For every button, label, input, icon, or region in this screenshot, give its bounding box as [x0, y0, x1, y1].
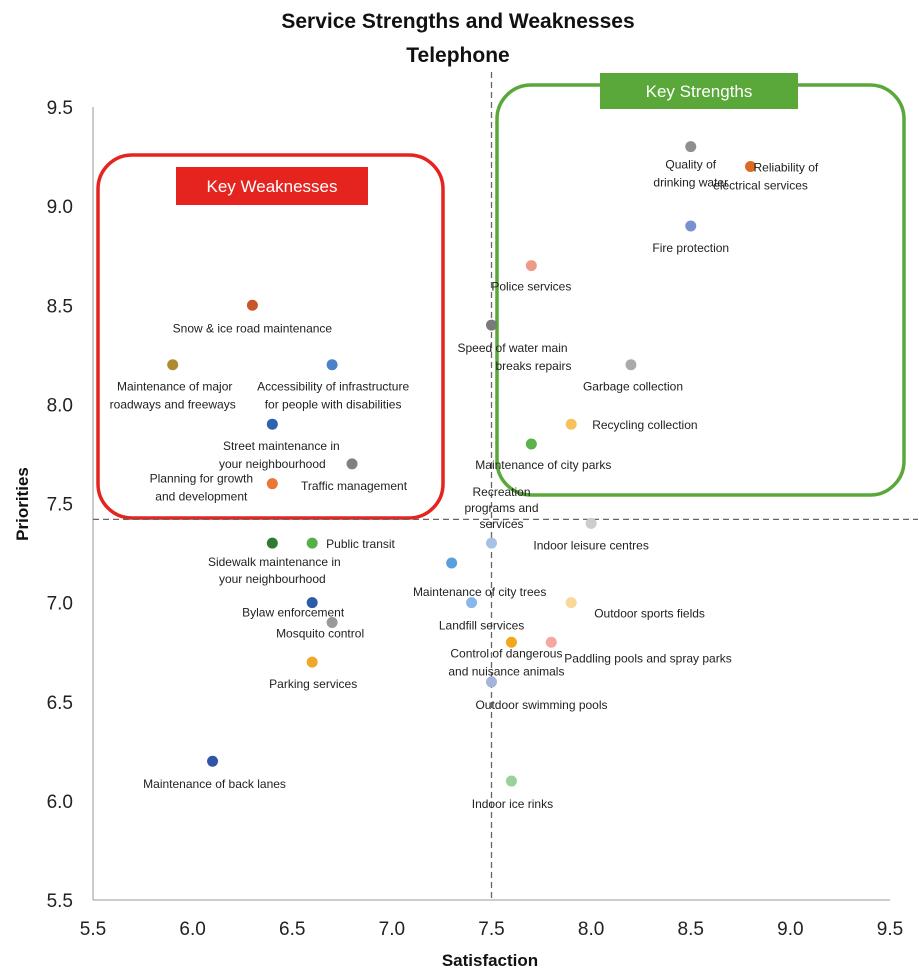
- x-tick-label: 6.0: [179, 919, 205, 940]
- highlight-regions: Key Weaknesses Key Strengths: [96, 73, 906, 520]
- data-point-label: Reliability of electrical services: [713, 160, 819, 192]
- x-tick-label: 5.5: [80, 919, 106, 940]
- region-label-strengths: Key Strengths: [646, 82, 753, 101]
- x-tick-label: 7.0: [379, 919, 405, 940]
- data-point-label: Public transit: [326, 537, 395, 551]
- data-point-label: Snow & ice road maintenance: [173, 321, 333, 335]
- data-point-label: Quality of drinking water: [653, 158, 728, 190]
- data-point: [466, 597, 478, 609]
- y-tick-label: 5.5: [47, 891, 73, 912]
- chart-title: Service Strengths and Weaknesses: [281, 10, 634, 33]
- y-tick-label: 8.5: [47, 296, 73, 317]
- region-label-weaknesses: Key Weaknesses: [206, 177, 337, 196]
- x-tick-label: 6.5: [279, 919, 305, 940]
- data-point-label: Maintenance of city trees: [413, 585, 546, 599]
- data-point: [486, 537, 497, 549]
- data-point-label: Indoor leisure centres: [533, 538, 648, 552]
- axes: 5.5 6.0 6.5 7.0 7.5 8.0 8.5 9.0 9.5 5.5 6.0 6.5 7.0 7…: [47, 98, 904, 940]
- data-point: [565, 418, 577, 430]
- data-points: [167, 141, 757, 787]
- region-box-weaknesses: [96, 153, 445, 520]
- data-point-label: Outdoor sports fields: [594, 607, 705, 621]
- data-point: [306, 537, 318, 549]
- data-point: [167, 359, 179, 371]
- x-tick-label: 8.5: [678, 919, 704, 940]
- x-tick-label: 9.0: [777, 919, 803, 940]
- data-point: [446, 557, 458, 569]
- data-point: [625, 359, 637, 371]
- data-point: [306, 597, 318, 609]
- data-point: [585, 517, 597, 529]
- data-point-label: Sidewalk maintenance in your neighbourhoo…: [208, 555, 341, 586]
- data-point: [745, 160, 757, 172]
- data-point: [266, 537, 278, 549]
- data-point-label: Parking services: [269, 677, 357, 691]
- data-point-label: Landfill services: [439, 619, 524, 633]
- data-point-label: Maintenance of city parks: [475, 458, 611, 472]
- data-point: [565, 597, 577, 609]
- data-point: [505, 775, 517, 787]
- y-tick-label: 7.5: [47, 495, 73, 516]
- data-point: [525, 438, 537, 450]
- chart-subtitle: Telephone: [406, 44, 509, 67]
- data-point-label: Indoor ice rinks: [472, 797, 553, 811]
- region-label-bg-strengths: [600, 73, 798, 109]
- y-tick-label: 6.0: [47, 792, 73, 813]
- data-point-label: Speed of water main breaks repairs: [458, 341, 572, 373]
- x-tick-label: 9.5: [877, 919, 903, 940]
- data-point-label: Recreation programs and services: [464, 485, 538, 531]
- y-tick-label: 9.0: [47, 197, 73, 218]
- data-point-label: Maintenance of major roadways and freeway…: [110, 380, 236, 412]
- data-point-label: Control of dangerous and nuisance animals: [448, 646, 564, 678]
- data-point: [266, 478, 278, 490]
- data-point-label: Street maintenance in your neighbourhood: [219, 439, 340, 471]
- data-point-label: Fire protection: [652, 241, 729, 255]
- data-point: [525, 260, 537, 272]
- data-point-label: Bylaw enforcement: [242, 606, 345, 620]
- y-axis-label: Priorities: [13, 467, 32, 541]
- data-point-label: Paddling pools and spray parks: [564, 651, 731, 665]
- reference-lines: [93, 72, 918, 900]
- data-point: [685, 220, 697, 232]
- data-point-label: Traffic management: [301, 479, 408, 493]
- data-point: [246, 299, 258, 311]
- data-point: [505, 636, 517, 648]
- data-point-label: Garbage collection: [583, 380, 683, 394]
- data-point: [685, 141, 697, 153]
- y-tick-label: 9.5: [47, 98, 73, 119]
- data-point-label: Police services: [491, 280, 571, 294]
- data-point: [266, 418, 278, 430]
- data-point: [346, 458, 358, 470]
- y-tick-label: 8.0: [47, 395, 73, 416]
- data-point: [306, 656, 318, 668]
- y-tick-label: 6.5: [47, 693, 73, 714]
- data-point: [207, 755, 219, 767]
- data-point-label: Planning for growth and development: [150, 472, 253, 504]
- x-axis-label: Satisfaction: [442, 951, 538, 970]
- data-point: [326, 616, 338, 628]
- data-point: [486, 319, 497, 331]
- region-label-bg-weaknesses: [176, 167, 368, 205]
- x-tick-label: 7.5: [478, 919, 504, 940]
- y-tick-label: 7.0: [47, 594, 73, 615]
- data-point: [545, 636, 557, 648]
- data-point-label: Maintenance of back lanes: [143, 777, 286, 791]
- data-point: [326, 359, 338, 371]
- data-point: [486, 676, 497, 688]
- data-point-label: Mosquito control: [276, 626, 364, 640]
- data-point-label: Accessibility of infrastructure for peopl…: [257, 380, 409, 412]
- data-point-label: Outdoor swimming pools: [475, 698, 607, 712]
- data-point-label: Recycling collection: [592, 418, 697, 432]
- x-tick-label: 8.0: [578, 919, 604, 940]
